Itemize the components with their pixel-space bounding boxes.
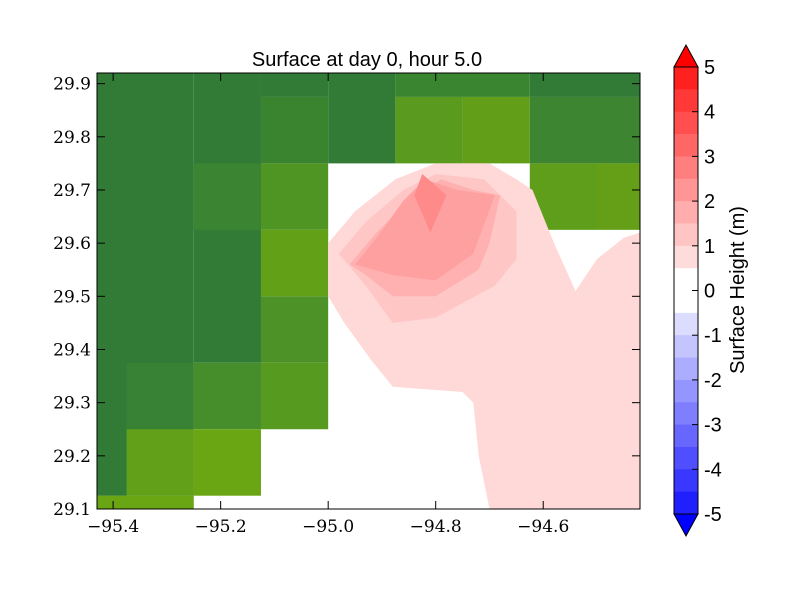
land-cell [529, 73, 640, 97]
plot-frame [96, 72, 641, 510]
land-cell [260, 296, 329, 363]
land-cell [97, 362, 127, 496]
x-axis: −95.4 −95.2 −95.0 −94.8 −94.6 [87, 73, 569, 537]
colorbar-label: Surface Height (m) [727, 206, 749, 374]
colorbar-band [674, 357, 698, 381]
land-cell [126, 362, 194, 430]
colorbar-band [674, 469, 698, 493]
colorbar-band [674, 156, 698, 180]
land-cell [328, 73, 396, 164]
colorbar-band [674, 290, 698, 314]
y-axis: 29.1 29.2 29.3 29.4 29.5 29.6 29.7 29.8 29.9 [53, 75, 640, 520]
colorbar-band [674, 223, 698, 247]
surface-contour [414, 174, 447, 233]
colorbar-band [674, 67, 698, 90]
y-tick-label: 29.1 [53, 500, 91, 520]
colorbar-tick-label: -2 [704, 370, 722, 392]
colorbar-band [674, 111, 698, 135]
x-tick-label: −94.6 [517, 517, 569, 537]
surface-contour [355, 179, 495, 281]
colorbar-tick-label: -3 [704, 415, 722, 437]
colorbar-band [674, 312, 698, 336]
land-cell [193, 362, 261, 430]
x-tick-label: −95.0 [302, 517, 354, 537]
colorbar-tick-label: 2 [704, 191, 715, 213]
x-tick-label: −94.8 [410, 517, 462, 537]
land-cell [596, 163, 640, 230]
y-tick-label: 29.3 [53, 394, 91, 414]
colorbar-band [674, 446, 698, 470]
y-tick-label: 29.6 [53, 234, 91, 254]
land-cell [260, 362, 329, 430]
y-tick-label: 29.9 [53, 75, 91, 95]
land-cell [193, 429, 261, 496]
land-cells-layer [97, 73, 640, 509]
land-cell [126, 429, 194, 496]
land-cell [193, 163, 261, 230]
colorbar-tick-label: 1 [704, 236, 715, 258]
land-cell [529, 96, 640, 164]
colorbar-band [674, 379, 698, 403]
x-tick-label: −95.4 [87, 517, 139, 537]
y-tick-label: 29.7 [53, 181, 91, 201]
land-cell [260, 96, 329, 164]
colorbar-tick-label: 0 [704, 281, 715, 303]
y-tick-label: 29.2 [53, 447, 91, 467]
colorbar-band [674, 89, 698, 113]
colorbar-tick-label: -4 [704, 459, 722, 481]
land-cell [260, 73, 329, 97]
colorbar-tick-label: 4 [704, 102, 715, 124]
land-cell [260, 229, 329, 297]
colorbar-band [674, 268, 698, 291]
colorbar-extend-bottom [673, 513, 699, 538]
surface-contour-layer [328, 163, 640, 509]
colorbar-extend-top [673, 43, 699, 68]
x-tick-label: −95.2 [195, 517, 247, 537]
colorbar-band [674, 178, 698, 202]
colorbar-tick-label: -5 [704, 504, 722, 526]
colorbar-band [674, 491, 698, 515]
colorbar-band [674, 335, 698, 359]
y-tick-label: 29.5 [53, 287, 91, 307]
colorbar-band [674, 134, 698, 157]
colorbar-band [674, 201, 698, 224]
colorbar: 5 4 3 2 1 0 -1 -2 -3 -4 -5 [673, 43, 722, 538]
colorbar-tick-label: -1 [704, 325, 722, 347]
colorbar-tick-label: 3 [704, 146, 715, 168]
chart-title: Surface at day 0, hour 5.0 [252, 49, 482, 71]
y-tick-label: 29.8 [53, 128, 91, 148]
land-cell [260, 163, 329, 230]
colorbar-band [674, 245, 698, 269]
colorbar-band [674, 424, 698, 448]
land-cell [395, 96, 463, 164]
plot-area [96, 72, 641, 510]
land-cell [395, 73, 530, 97]
colorbar-tick-label: 5 [704, 57, 715, 79]
land-cell [462, 96, 530, 164]
colorbar-band [674, 402, 698, 426]
y-tick-label: 29.4 [53, 340, 91, 360]
land-cell [97, 495, 194, 509]
